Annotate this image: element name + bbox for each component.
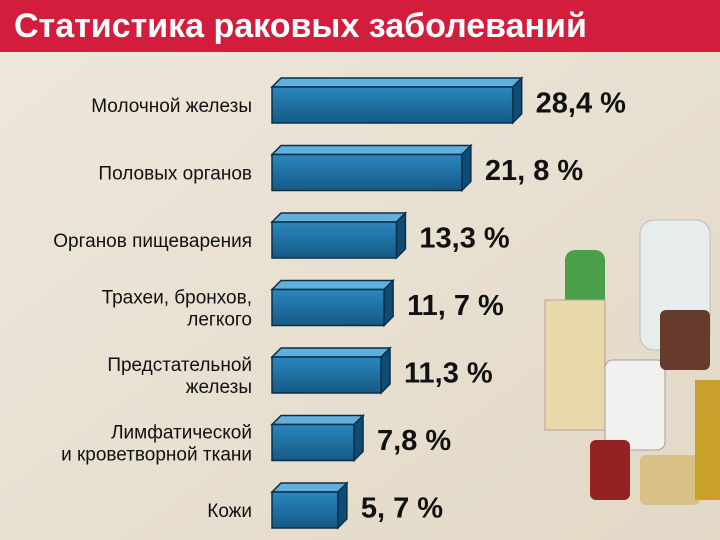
category-label: Кожи — [207, 501, 252, 522]
bar — [271, 153, 463, 192]
bar-top — [270, 414, 365, 426]
bar-top — [270, 212, 408, 223]
bar-end — [380, 346, 391, 395]
bar — [271, 491, 339, 529]
value-label: 5, 7 % — [361, 493, 443, 525]
value-label: 13,3 % — [419, 223, 509, 255]
bar — [271, 288, 385, 327]
bar — [271, 356, 382, 394]
bar-end — [395, 211, 407, 260]
title-banner — [0, 0, 720, 52]
medicine-illustration — [544, 219, 720, 505]
category-label: Предстательной железы — [107, 355, 252, 398]
bar-top — [270, 77, 524, 88]
bar — [271, 86, 514, 124]
bar-top — [270, 144, 473, 156]
category-label: Органов пищеварения — [53, 231, 252, 252]
value-label: 11, 7 % — [407, 290, 504, 322]
bar-end — [383, 278, 394, 328]
category-label: Лимфатической и кроветворной ткани — [61, 423, 252, 466]
bar-top — [270, 482, 349, 493]
chart-title: Статистика раковых заболеваний — [14, 7, 587, 45]
bar-top — [270, 347, 392, 358]
bar — [271, 423, 355, 462]
value-label: 28,4 % — [536, 88, 626, 120]
value-label: 11,3 % — [404, 358, 493, 390]
category-label: Трахеи, бронхов, легкого — [102, 288, 252, 331]
value-label: 7,8 % — [377, 425, 451, 457]
category-label: Молочной железы — [91, 96, 252, 117]
bar-end — [461, 143, 472, 193]
bar-end — [337, 481, 348, 530]
bar-end — [353, 413, 364, 463]
bar-end — [511, 76, 523, 125]
value-label: 21, 8 % — [485, 155, 584, 187]
category-label: Половых органов — [98, 164, 252, 185]
bar-top — [270, 279, 395, 291]
bar — [271, 221, 398, 259]
